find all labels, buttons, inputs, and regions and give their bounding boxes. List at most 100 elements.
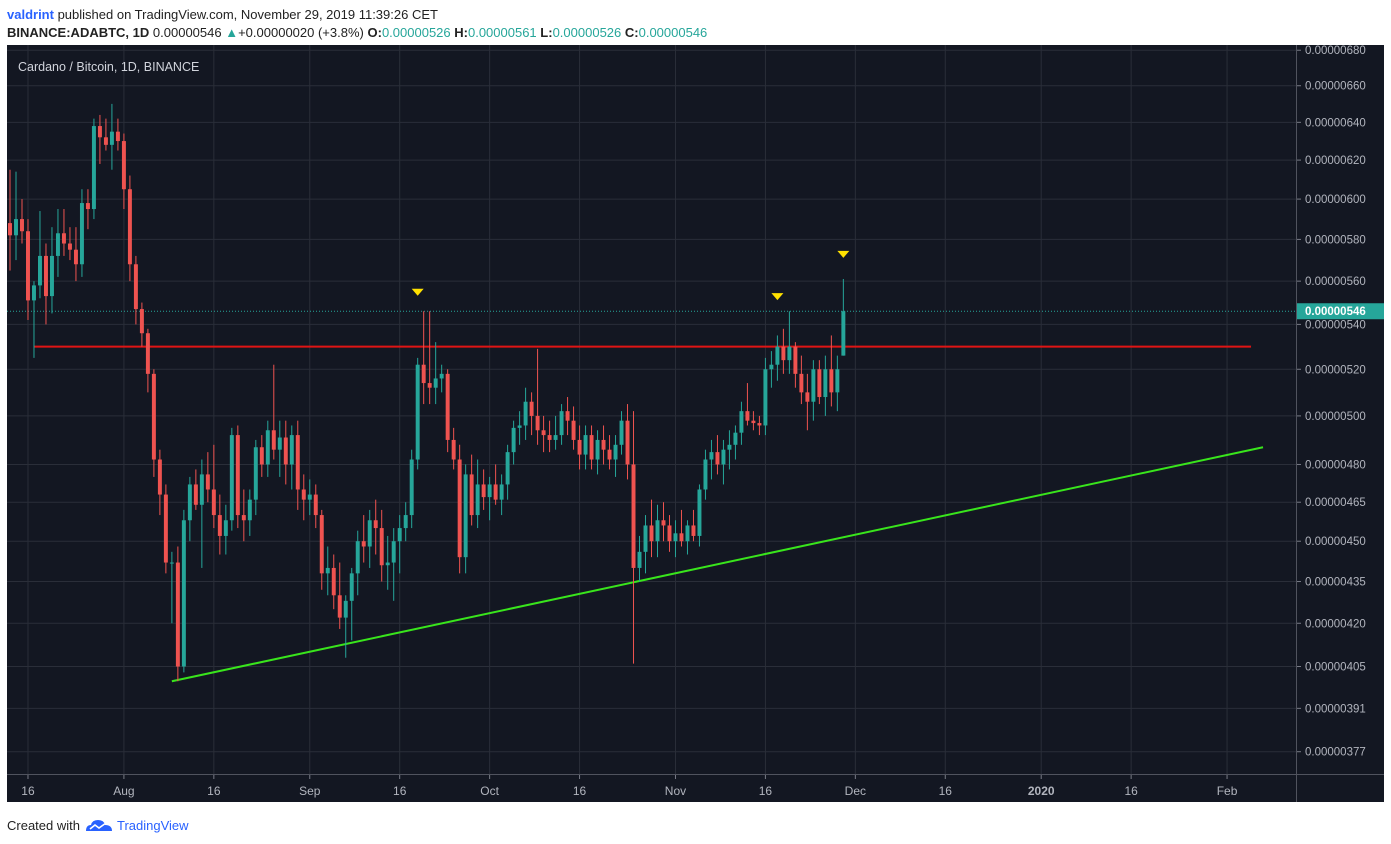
time-tick-label: 16: [393, 784, 407, 798]
price-tick-label: 0.00000660: [1305, 81, 1366, 93]
candle-body: [595, 439, 600, 460]
markers: [411, 250, 850, 301]
candle-body: [157, 459, 162, 495]
candle: [751, 411, 756, 431]
candle-body: [235, 435, 240, 516]
candle-body: [763, 369, 768, 426]
candle: [115, 118, 120, 151]
candle: [625, 404, 630, 480]
candle-body: [32, 285, 36, 301]
candle-body: [571, 420, 576, 440]
candle-body: [445, 373, 450, 440]
candle: [49, 227, 54, 314]
candle: [175, 546, 180, 682]
candle: [535, 348, 540, 445]
candle-body: [805, 392, 810, 402]
candle: [523, 387, 528, 440]
candle-body: [109, 131, 114, 145]
up-arrow-icon: ▲: [225, 25, 239, 40]
chart-plot-area[interactable]: Cardano / Bitcoin, 1D, BINANCE: [7, 45, 1296, 774]
candle: [529, 392, 534, 436]
candle-body: [727, 444, 732, 450]
candle: [163, 484, 168, 574]
candle-body: [481, 484, 486, 498]
candle: [271, 364, 276, 460]
candle: [481, 469, 486, 510]
candle: [343, 595, 348, 658]
candle-body: [325, 567, 330, 574]
candle: [619, 411, 624, 455]
candle-body: [493, 484, 498, 500]
candle: [799, 355, 804, 405]
last-price-badge-label: 0.00000546: [1305, 306, 1366, 318]
candle: [547, 420, 552, 453]
candle: [295, 420, 300, 510]
candle: [14, 171, 18, 261]
candle: [307, 479, 312, 516]
candle: [739, 401, 744, 445]
candle: [829, 335, 834, 407]
candle-body: [835, 369, 840, 393]
price-chart[interactable]: [7, 45, 1296, 774]
candle-body: [301, 489, 306, 500]
candle: [709, 439, 714, 480]
candle: [397, 515, 402, 574]
author-link[interactable]: valdrint: [7, 7, 54, 22]
candle: [55, 209, 60, 277]
candle-body: [175, 562, 180, 667]
candle: [727, 430, 732, 470]
time-tick-label: Nov: [665, 784, 686, 798]
candle: [43, 243, 48, 325]
time-tick-label: Sep: [299, 784, 321, 798]
candle: [667, 515, 672, 552]
candle: [151, 369, 156, 477]
candle-body: [703, 459, 708, 490]
candle-body: [505, 452, 510, 485]
candle: [349, 567, 354, 641]
candle: [781, 328, 786, 374]
high-value: 0.00000561: [467, 25, 537, 40]
candle: [433, 342, 438, 405]
candle-body: [26, 231, 30, 301]
candle: [805, 373, 810, 431]
candle-body: [781, 346, 786, 361]
candle-body: [589, 435, 594, 460]
tradingview-link[interactable]: TradingView: [116, 817, 189, 833]
candle-body: [343, 600, 348, 618]
candle-body: [577, 439, 582, 455]
last-price: 0.00000546: [152, 25, 222, 40]
candle-body: [511, 427, 516, 453]
candle-body: [259, 447, 264, 465]
time-tick-label: 16: [939, 784, 953, 798]
candle: [37, 211, 42, 299]
candle-body: [277, 437, 282, 450]
candle: [199, 459, 204, 568]
candle: [565, 397, 570, 436]
candle-body: [127, 189, 132, 265]
candle-body: [433, 378, 438, 388]
price-axis[interactable]: 0.00000680 0.00000660 0.00000640 0.00000620…: [1296, 45, 1384, 774]
candle: [541, 415, 546, 453]
candle-body: [151, 373, 156, 460]
time-axis[interactable]: 16 Aug 16 Sep 16 Oct 16 Nov 16 Dec 16 2020 16 Feb: [7, 774, 1296, 802]
candle-body: [229, 435, 234, 521]
candle-body: [793, 346, 798, 374]
candle-body: [331, 567, 336, 596]
candle: [319, 509, 324, 590]
candle: [457, 444, 462, 574]
time-tick-label: Dec: [845, 784, 866, 798]
candle: [247, 489, 252, 536]
open-key: O:: [367, 25, 382, 40]
candle: [733, 425, 738, 460]
candle-body: [619, 420, 624, 445]
candle-body: [691, 525, 696, 536]
candle-body: [313, 494, 318, 516]
price-tick-label: 0.00000450: [1305, 536, 1366, 548]
symbol-info: BINANCE:ADABTC, 1D 0.00000546 ▲+0.000000…: [7, 25, 707, 40]
candle: [697, 484, 702, 547]
candle-body: [103, 137, 108, 145]
candle-body: [439, 373, 444, 379]
candle-body: [385, 562, 390, 566]
candle-body: [499, 484, 504, 500]
candle: [655, 504, 660, 558]
